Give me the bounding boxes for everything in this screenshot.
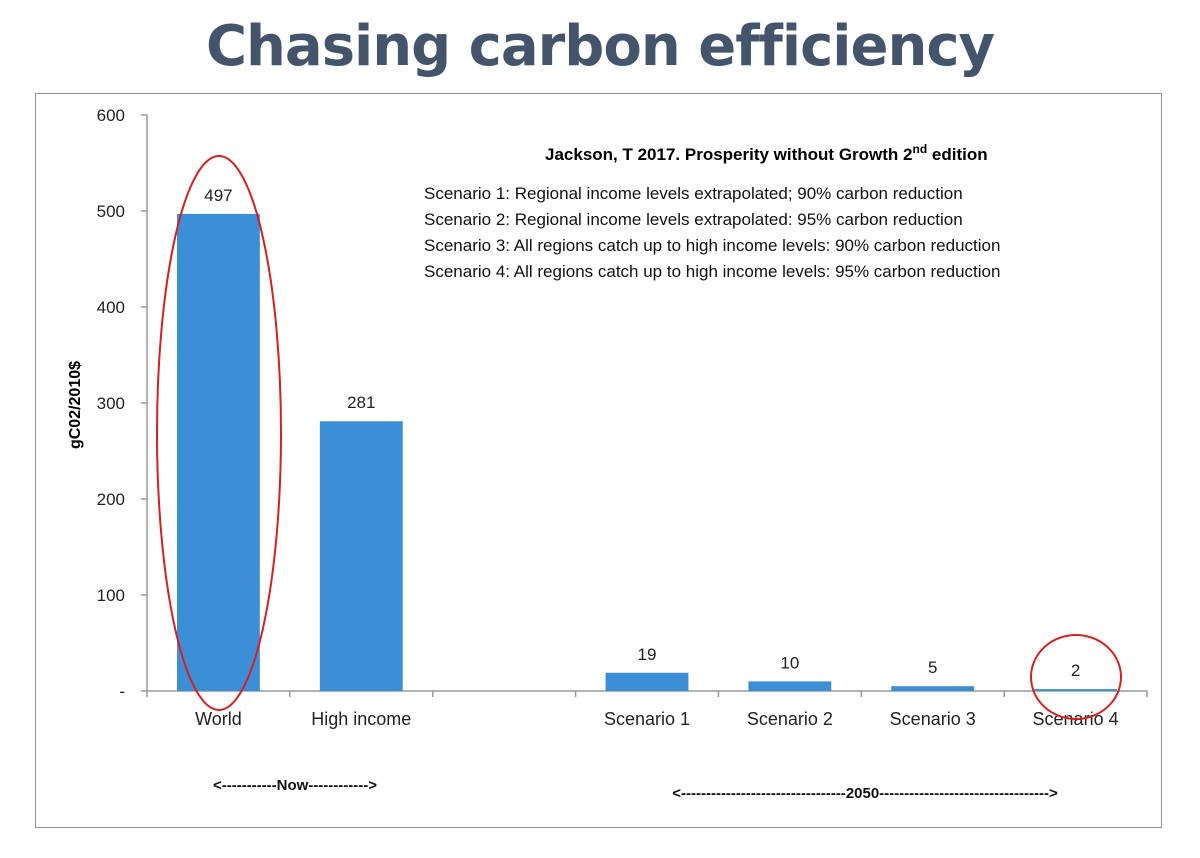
x-axis: World High income Scenario 1 Scenario 2 Scen… <box>146 690 1148 729</box>
now-span-label: <-----------Now------------> <box>213 777 377 794</box>
scenario-4-description: Scenario 4: All regions catch up to high… <box>424 262 1000 281</box>
x-tick-label-scenario-3: Scenario 3 <box>890 709 976 729</box>
y-tick-label: 300 <box>97 394 125 413</box>
scenario-4-highlight-circle <box>1030 634 1122 720</box>
data-label-scenario-2: 10 <box>780 653 799 672</box>
y-tick-label: - <box>119 682 125 701</box>
data-label-scenario-4: 2 <box>1071 661 1080 680</box>
world-highlight-circle <box>156 155 282 711</box>
y-tick-label: 200 <box>97 490 125 509</box>
chart-frame <box>35 93 1162 828</box>
scenario-2-description: Scenario 2: Regional income levels extra… <box>424 210 963 229</box>
2050-span-label: <---------------------------------2050--… <box>672 785 1058 802</box>
page-title: Chasing carbon efficiency <box>205 14 995 79</box>
x-tick-label-scenario-2: Scenario 2 <box>747 709 833 729</box>
data-label-scenario-1: 19 <box>638 645 657 664</box>
y-tick-label: 400 <box>97 298 125 317</box>
y-axis: - 100 200 300 400 500 600 <box>97 106 148 701</box>
bars <box>177 213 1117 691</box>
data-label-world: 497 <box>204 186 232 205</box>
data-labels: 497 281 19 10 5 2 <box>204 186 1080 680</box>
bar-scenario-3 <box>891 686 975 691</box>
data-label-high-income: 281 <box>347 393 375 412</box>
annotations: Jackson, T 2017. Prosperity without Grow… <box>213 142 1058 802</box>
y-axis-label: gC02/2010$ <box>67 361 84 449</box>
x-tick-label-world: World <box>195 709 242 729</box>
data-label-scenario-3: 5 <box>928 658 937 677</box>
y-tick-label: 100 <box>97 586 125 605</box>
bar-scenario-1 <box>605 672 689 691</box>
y-tick-label: 600 <box>97 106 125 125</box>
y-tick-label: 500 <box>97 202 125 221</box>
x-tick-label-high-income: High income <box>311 709 411 729</box>
bar-scenario-4 <box>1034 689 1117 691</box>
bar-world <box>177 213 260 691</box>
bar-high-income <box>319 421 403 691</box>
bar-scenario-2 <box>748 681 832 691</box>
source-citation: Jackson, T 2017. Prosperity without Grow… <box>545 142 988 164</box>
x-tick-label-scenario-1: Scenario 1 <box>604 709 690 729</box>
scenario-1-description: Scenario 1: Regional income levels extra… <box>424 184 963 203</box>
scenario-3-description: Scenario 3: All regions catch up to high… <box>424 236 1000 255</box>
